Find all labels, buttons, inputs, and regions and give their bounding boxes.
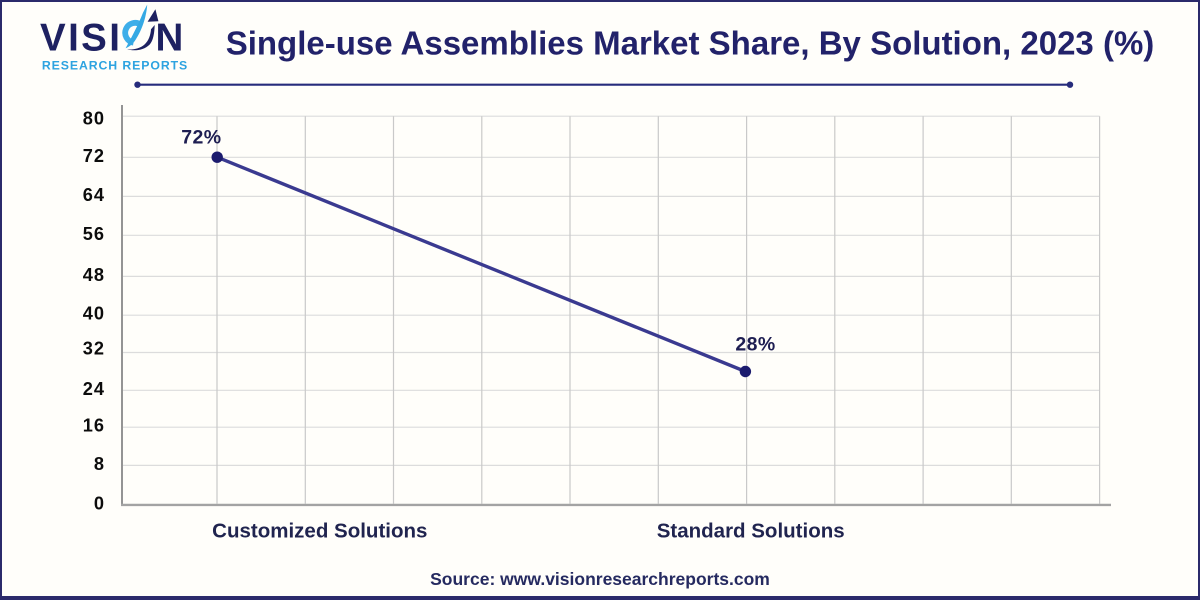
svg-text:Customized Solutions: Customized Solutions	[212, 520, 427, 543]
svg-text:16: 16	[83, 416, 105, 436]
svg-text:56: 56	[83, 224, 105, 244]
svg-text:32: 32	[83, 339, 105, 359]
svg-text:80: 80	[83, 108, 105, 128]
svg-text:28%: 28%	[735, 333, 775, 355]
svg-text:0: 0	[94, 493, 105, 513]
svg-text:48: 48	[83, 265, 105, 285]
svg-text:VISI: VISI	[40, 17, 122, 60]
svg-text:Standard Solutions: Standard Solutions	[657, 520, 845, 543]
svg-text:64: 64	[83, 185, 105, 205]
svg-text:24: 24	[83, 379, 105, 399]
svg-text:RESEARCH REPORTS: RESEARCH REPORTS	[42, 59, 188, 73]
svg-text:72%: 72%	[181, 126, 221, 148]
svg-text:Source: www.visionresearchrepo: Source: www.visionresearchreports.com	[430, 569, 770, 589]
svg-text:N: N	[156, 17, 184, 60]
svg-text:Single-use Assemblies Market S: Single-use Assemblies Market Share, By S…	[226, 25, 1155, 62]
svg-text:72: 72	[83, 146, 105, 166]
svg-text:8: 8	[94, 454, 105, 474]
svg-text:40: 40	[83, 304, 105, 324]
